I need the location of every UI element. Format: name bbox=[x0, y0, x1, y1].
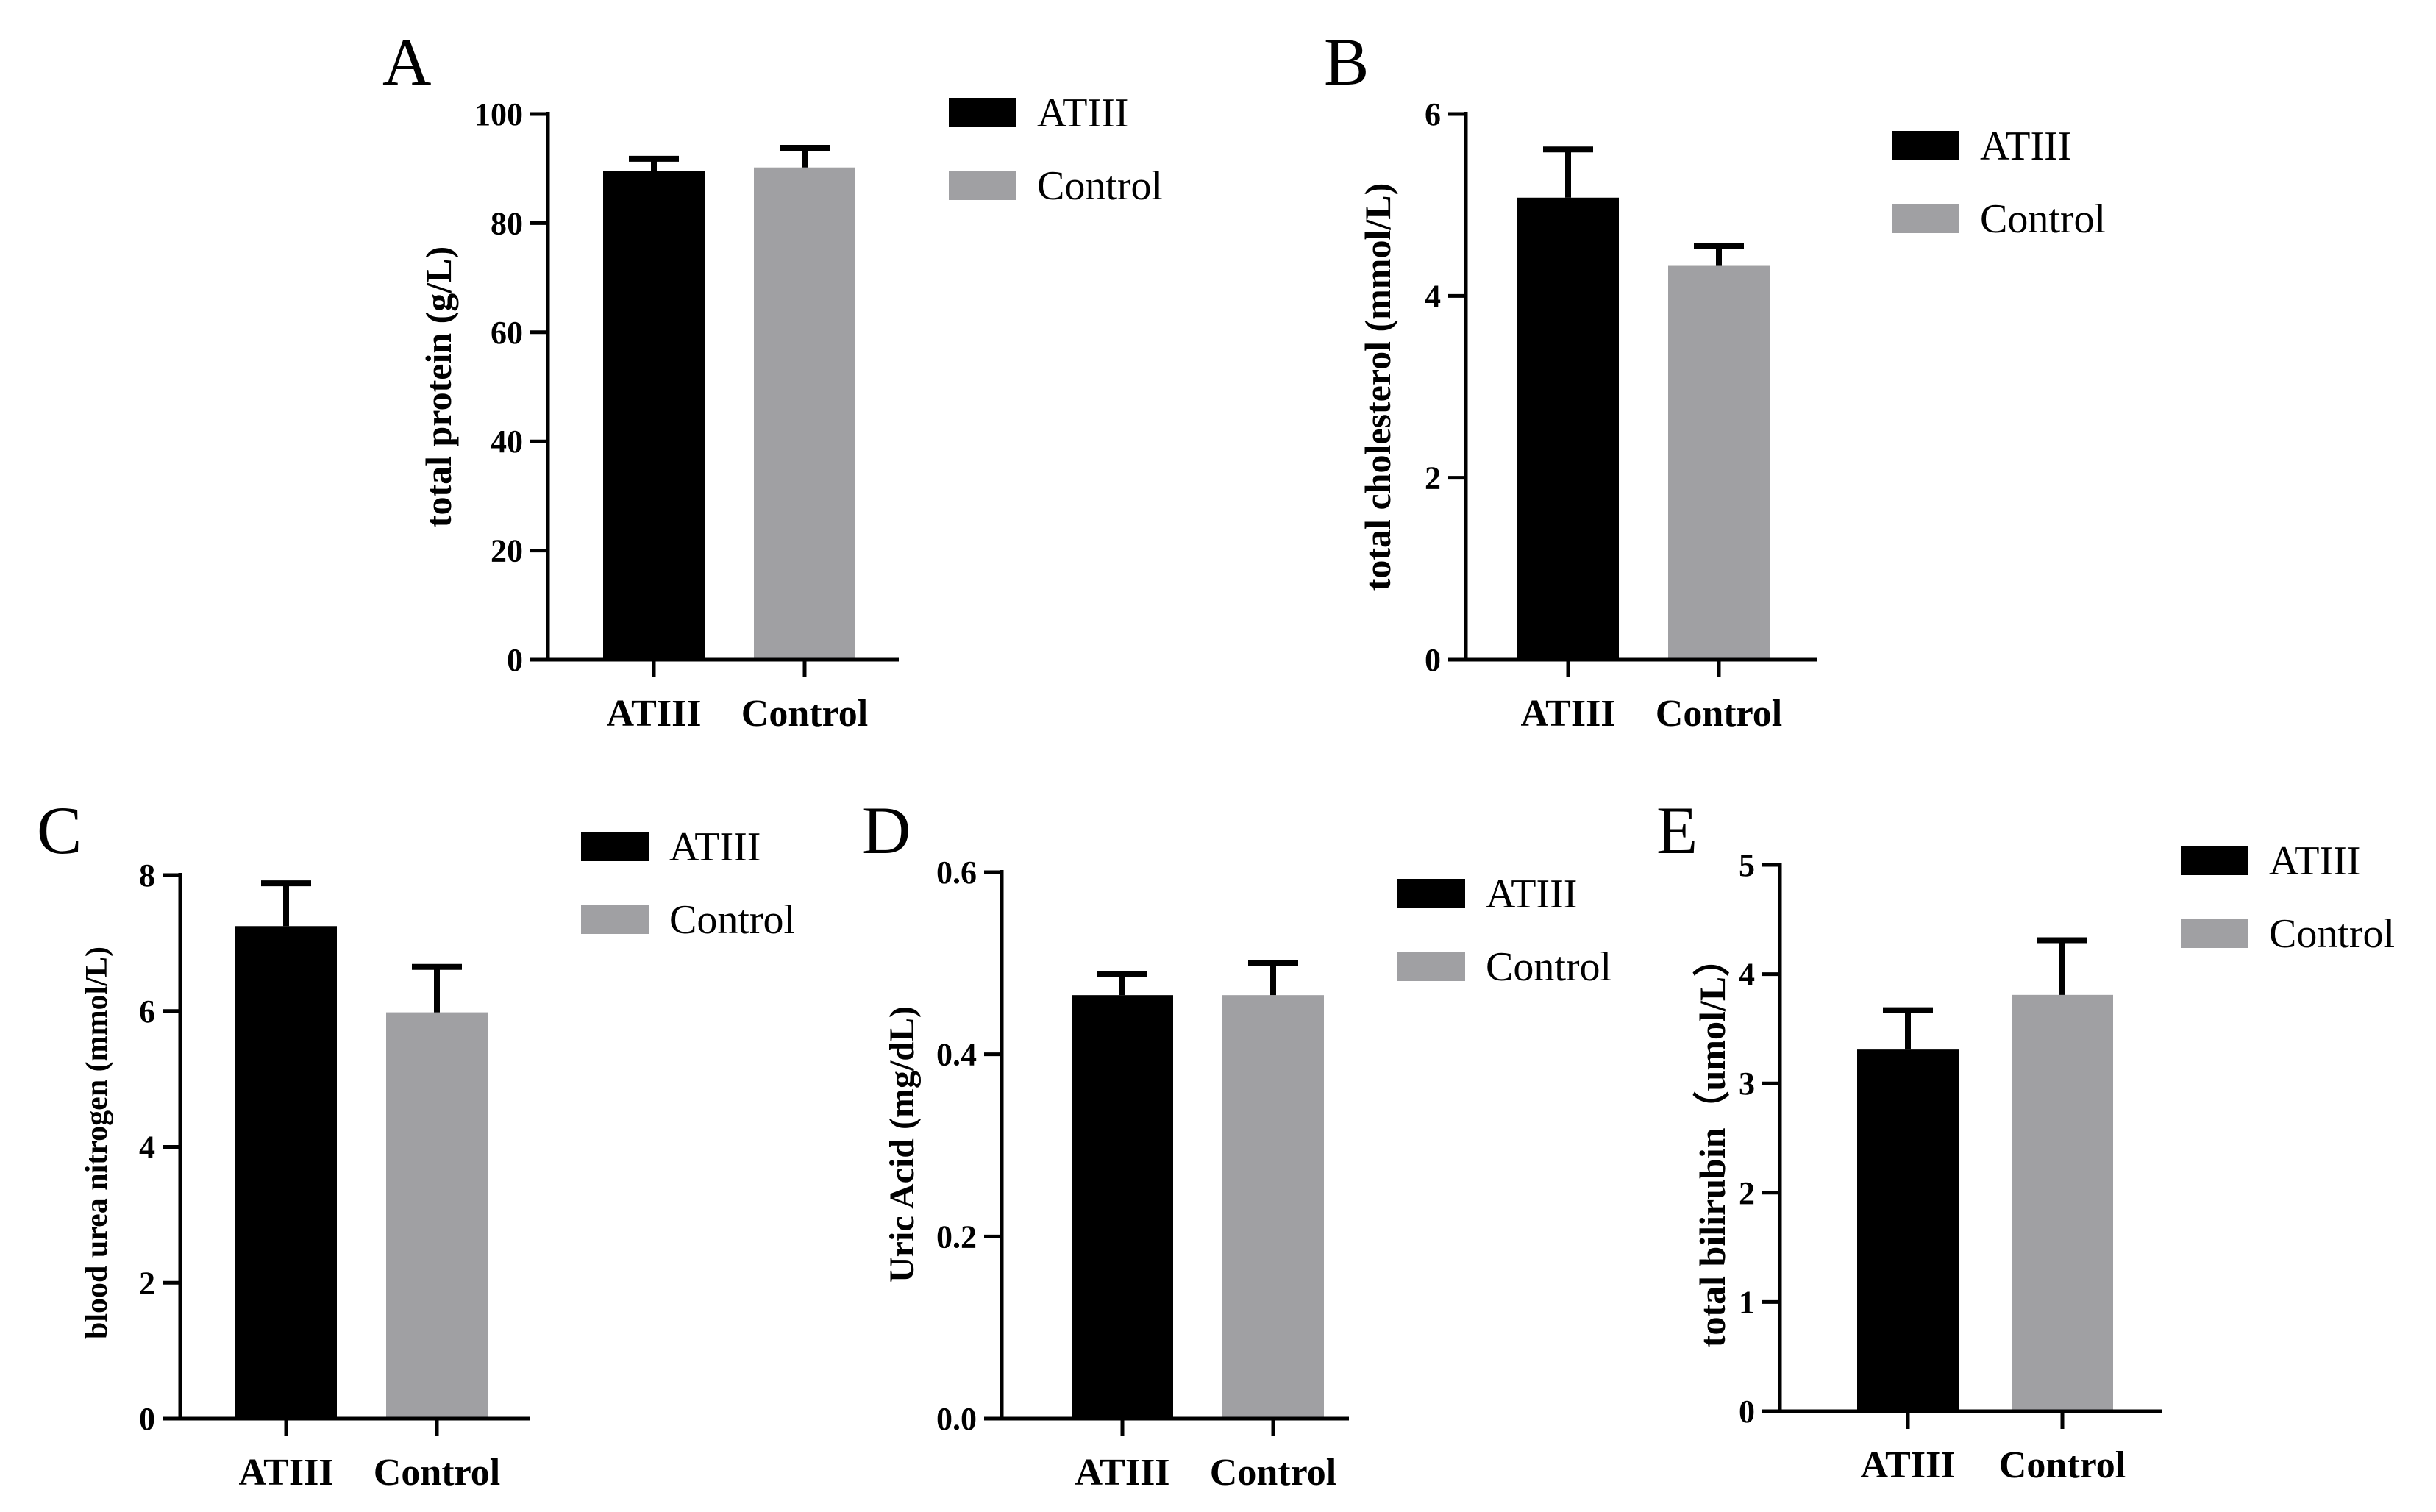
panel-e-ytick-label: 4 bbox=[1739, 957, 1755, 993]
panel-b-legend-swatch-control bbox=[1892, 204, 1959, 233]
panel-d-letter: D bbox=[862, 793, 911, 868]
panel-c-ylabel: blood urea nitrogen (mmol/L) bbox=[80, 946, 114, 1339]
panel-d-ytick-label: 0.2 bbox=[936, 1219, 977, 1255]
panel-d-ytick-label: 0.4 bbox=[936, 1037, 977, 1073]
panel-b-ytick-label: 6 bbox=[1425, 96, 1441, 132]
panel-c-legend-swatch-atiii bbox=[581, 832, 649, 861]
panel-b-bar-control bbox=[1668, 265, 1770, 660]
panel-b-ytick-label: 2 bbox=[1425, 460, 1441, 496]
panel-e-legend-label: ATIII bbox=[2269, 838, 2360, 884]
panel-e-bar-atiii bbox=[1857, 1049, 1959, 1411]
panel-a-legend-label: ATIII bbox=[1037, 90, 1128, 136]
panel-e-legend-swatch-control bbox=[2181, 919, 2248, 948]
panel-a-ytick-label: 0 bbox=[507, 642, 523, 678]
panel-c-ytick-label: 8 bbox=[139, 857, 155, 894]
panel-a-legend-swatch-atiii bbox=[949, 98, 1016, 127]
panel-e-ytick-label: 1 bbox=[1739, 1284, 1755, 1320]
panel-d-bar-atiii bbox=[1072, 995, 1173, 1419]
panel-d-legend-label: ATIII bbox=[1486, 871, 1577, 917]
panel-a-ylabel: total protein (g/L) bbox=[418, 246, 459, 527]
panel-c-category-label: ATIII bbox=[238, 1452, 333, 1494]
panel-a-bar-atiii bbox=[603, 171, 705, 660]
panel-d-category-label: ATIII bbox=[1075, 1452, 1169, 1494]
panel-a-ytick-label: 40 bbox=[491, 424, 523, 460]
panel-a-ytick-label: 100 bbox=[474, 96, 523, 132]
panel-b-category-label: Control bbox=[1656, 693, 1782, 735]
panel-a-bar-control bbox=[754, 167, 855, 660]
panel-c-legend-label: Control bbox=[669, 897, 795, 943]
panel-b-ylabel: total cholesterol (mmol/L) bbox=[1357, 183, 1398, 591]
panel-a-ytick-label: 60 bbox=[491, 315, 523, 351]
panel-d-category-label: Control bbox=[1210, 1452, 1336, 1494]
panel-c-letter: C bbox=[37, 793, 82, 868]
panel-d-legend-swatch-control bbox=[1397, 952, 1465, 981]
panel-d-ylabel: Uric Acid (mg/dL) bbox=[883, 1006, 922, 1283]
panel-d-legend-label: Control bbox=[1486, 944, 1611, 990]
panel-c-ytick-label: 2 bbox=[139, 1265, 155, 1301]
panel-c-ytick-label: 4 bbox=[139, 1130, 155, 1166]
panel-c-legend-label: ATIII bbox=[669, 824, 761, 870]
panel-e-ytick-label: 2 bbox=[1739, 1175, 1755, 1211]
panel-e-ytick-label: 0 bbox=[1739, 1394, 1755, 1430]
panel-d-bar-control bbox=[1222, 995, 1324, 1419]
panel-d-ytick-label: 0.0 bbox=[936, 1401, 977, 1437]
panel-d-ytick-label: 0.6 bbox=[936, 855, 977, 891]
panel-a-ytick-label: 80 bbox=[491, 205, 523, 241]
panel-b-legend-label: ATIII bbox=[1980, 124, 2071, 169]
panel-a-letter: A bbox=[382, 24, 431, 99]
panel-b-legend-label: Control bbox=[1980, 196, 2106, 242]
panel-e-bar-control bbox=[2012, 994, 2113, 1411]
panel-d-legend-swatch-atiii bbox=[1397, 879, 1465, 908]
panel-b-ytick-label: 4 bbox=[1425, 278, 1441, 314]
panel-c-bar-atiii bbox=[235, 926, 337, 1419]
panel-e-ytick-label: 3 bbox=[1739, 1066, 1755, 1102]
panel-b-legend-swatch-atiii bbox=[1892, 131, 1959, 160]
panel-e-legend-swatch-atiii bbox=[2181, 846, 2248, 875]
panel-e-legend-label: Control bbox=[2269, 911, 2395, 957]
panel-e-ytick-label: 5 bbox=[1739, 847, 1755, 883]
panel-c-ytick-label: 0 bbox=[139, 1401, 155, 1437]
panel-a-legend-label: Control bbox=[1037, 163, 1163, 209]
panel-c-legend-swatch-control bbox=[581, 905, 649, 934]
panel-c-bar-control bbox=[386, 1012, 488, 1419]
panel-a-ytick-label: 20 bbox=[491, 533, 523, 569]
panel-e-category-label: ATIII bbox=[1860, 1444, 1955, 1486]
panel-e-category-label: Control bbox=[1999, 1444, 2126, 1486]
panel-b-ytick-label: 0 bbox=[1425, 642, 1441, 678]
panel-c-ytick-label: 6 bbox=[139, 994, 155, 1030]
panel-b-category-label: ATIII bbox=[1520, 693, 1615, 735]
panel-a-legend-swatch-control bbox=[949, 171, 1016, 200]
panel-c-category-label: Control bbox=[374, 1452, 500, 1494]
panel-e-ylabel: total bilirubin（umol/L） bbox=[1692, 940, 1733, 1347]
panel-a-category-label: Control bbox=[741, 693, 868, 735]
panel-b-letter: B bbox=[1324, 24, 1369, 99]
panel-e-letter: E bbox=[1656, 793, 1698, 868]
panel-b-bar-atiii bbox=[1517, 197, 1619, 660]
panel-a-category-label: ATIII bbox=[606, 693, 701, 735]
